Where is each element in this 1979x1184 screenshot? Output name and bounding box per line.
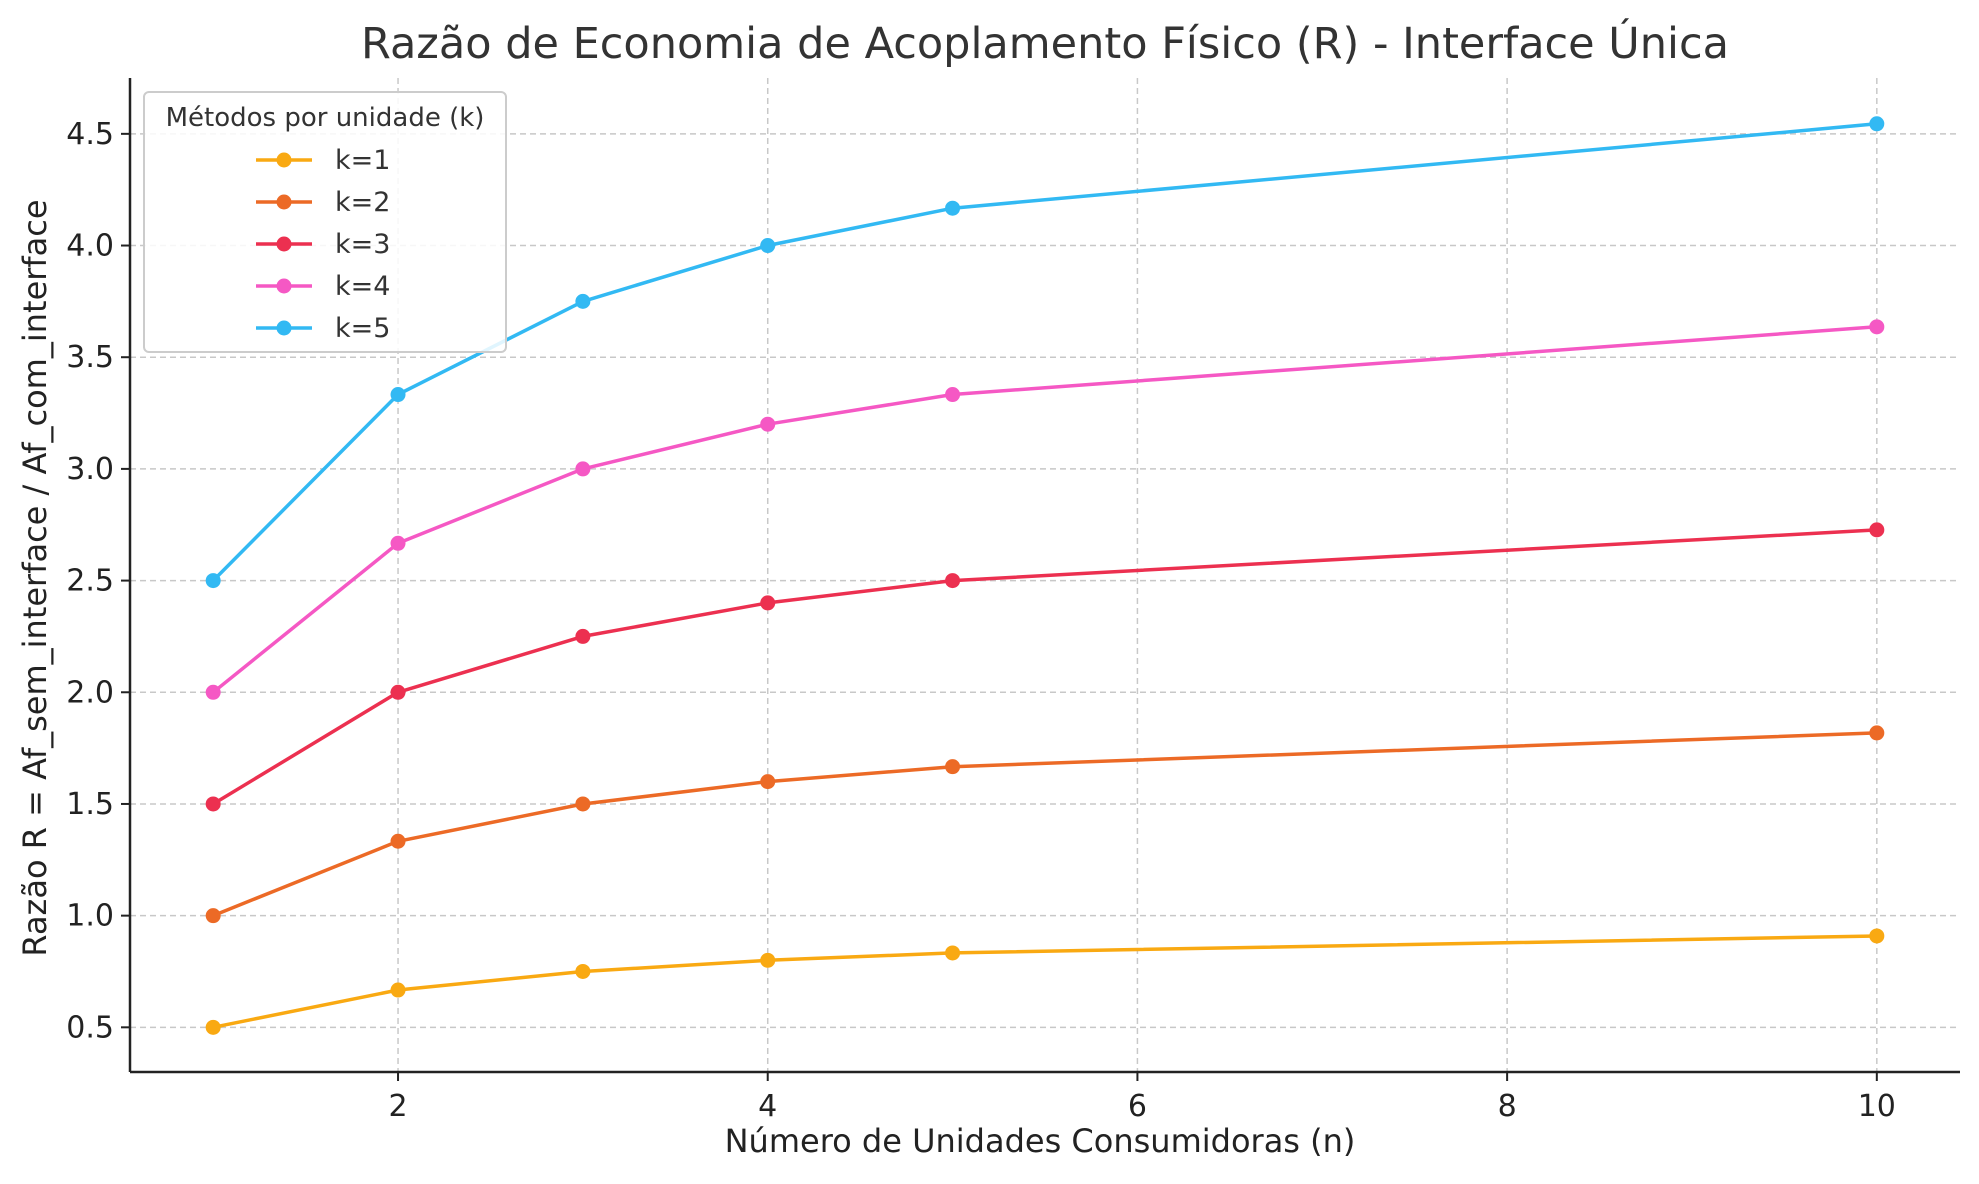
data-point [575,293,591,309]
legend-label: k=5 [335,313,390,344]
legend-label: k=3 [335,229,390,260]
data-point [945,759,961,775]
data-point [1869,928,1885,944]
x-tick-label: 6 [1128,1089,1147,1124]
legend-box [143,91,507,353]
data-point [390,387,406,403]
legend-entry: k=2 [256,187,390,218]
y-tick-label: 4.5 [66,117,114,152]
data-point [390,535,406,551]
y-tick-label: 1.5 [66,787,114,822]
x-tick-label: 4 [758,1089,777,1124]
legend-swatch-marker [276,320,292,336]
data-point [575,628,591,644]
series-k-3 [205,522,1885,812]
legend-label: k=2 [335,187,390,218]
data-point [1869,725,1885,741]
series-line [211,122,1879,583]
legend-entry: k=4 [256,271,390,302]
series-k-1 [205,928,1885,1035]
series-line [211,934,1879,1030]
y-tick-label: 2.5 [66,564,114,599]
data-point [945,200,961,216]
y-tick-label: 3.0 [66,452,114,487]
y-tick-label: 4.0 [66,229,114,264]
legend-entry: k=3 [256,229,390,260]
legend-title: Métodos por unidade (k) [166,103,485,133]
data-point [760,595,776,611]
data-point [205,684,221,700]
data-point [945,387,961,403]
data-point [205,908,221,924]
y-tick-label: 2.0 [66,675,114,710]
legend-label: k=1 [335,145,390,176]
series-k-2 [205,725,1885,924]
data-point [390,982,406,998]
series-line [211,325,1879,695]
y-axis-label: Razão R = Af_sem_interface / Af_com_inte… [16,199,54,956]
legend-label: k=4 [335,271,390,302]
data-point [945,945,961,961]
y-tick-label: 0.5 [66,1010,114,1045]
data-point [1869,319,1885,335]
legend-swatch-marker [276,278,292,294]
x-tick-label: 10 [1858,1089,1896,1124]
data-point [760,238,776,254]
series-k-4 [205,319,1885,700]
data-point [945,573,961,589]
legend-swatch-marker [276,236,292,252]
data-point [575,796,591,812]
x-tick-label: 8 [1498,1089,1517,1124]
y-tick-label: 3.5 [66,340,114,375]
data-point [205,796,221,812]
data-point [575,461,591,477]
data-point [1869,116,1885,132]
legend-entry: k=1 [256,145,390,176]
y-tick-label: 1.0 [66,899,114,934]
series-layer [205,116,1885,1035]
data-point [1869,522,1885,538]
legend-swatch-marker [276,194,292,210]
series-k-5 [205,116,1885,589]
series-line [211,731,1879,918]
chart-title: Razão de Economia de Acoplamento Físico … [361,18,1729,69]
data-point [760,416,776,432]
data-point [205,573,221,589]
axes-layer [128,78,1960,1074]
x-axis-label: Número de Unidades Consumidoras (n) [725,1122,1356,1160]
data-point [390,684,406,700]
data-point [575,963,591,979]
series-line [211,528,1879,806]
data-point [390,833,406,849]
ticks-layer: 2 4 6 8 10 0.5 1.0 1.5 2.0 2.5 3.0 3.5 4.0 4.5 [66,117,1896,1124]
data-point [760,952,776,968]
legend-swatch-marker [276,152,292,168]
data-point [760,774,776,790]
legend: Métodos por unidade (k) k=1 k=2 k=3 k=4 k=5 [143,91,507,353]
legend-entry: k=5 [256,313,390,344]
data-point [205,1019,221,1035]
x-tick-label: 2 [388,1089,407,1124]
